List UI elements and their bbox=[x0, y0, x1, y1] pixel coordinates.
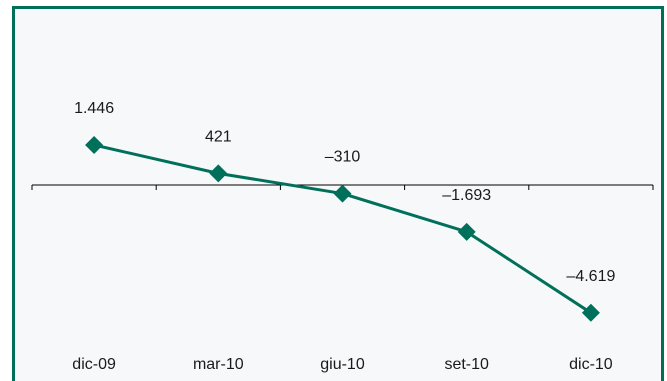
data-point-marker bbox=[209, 164, 228, 183]
data-label: –4.619 bbox=[566, 268, 615, 285]
x-tick-label: dic-10 bbox=[569, 356, 613, 373]
data-point-marker bbox=[333, 184, 352, 203]
data-label: –310 bbox=[325, 149, 361, 166]
data-point-marker bbox=[85, 135, 104, 154]
x-tick-label: set-10 bbox=[444, 356, 489, 373]
data-point-marker bbox=[581, 303, 600, 322]
x-tick-label: giu-10 bbox=[320, 356, 365, 373]
x-tick-label: dic-09 bbox=[72, 356, 116, 373]
x-tick-label: mar-10 bbox=[193, 356, 244, 373]
series-line bbox=[93, 143, 592, 315]
data-label: –1.693 bbox=[442, 187, 491, 204]
data-point-marker bbox=[457, 222, 476, 241]
data-label: 1.446 bbox=[74, 100, 114, 117]
data-label: 421 bbox=[205, 128, 232, 145]
